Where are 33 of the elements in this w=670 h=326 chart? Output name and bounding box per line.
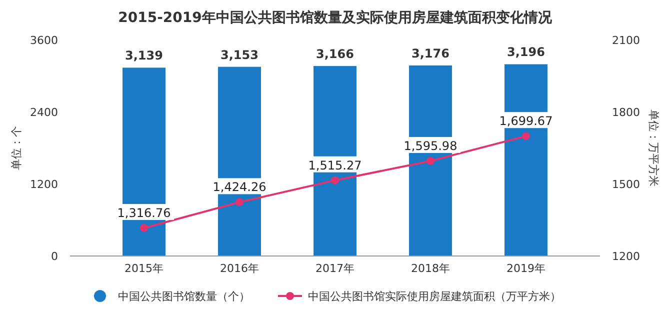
y2-tick-label: 1200 [612, 250, 640, 263]
point [331, 176, 339, 184]
point [522, 132, 530, 140]
legend-label: 中国公共图书馆数量（个） [118, 290, 250, 303]
data-label: 3,196 [507, 45, 545, 60]
data-label: 3,153 [220, 48, 258, 62]
y-axis-title: 单位：个 [10, 126, 23, 170]
y-tick-label: 2400 [30, 106, 58, 119]
y2-tick-label: 2100 [612, 34, 640, 47]
x-tick-label: 2016年 [220, 262, 260, 275]
data-label: 3,166 [316, 47, 354, 62]
y2-tick-label: 1800 [612, 106, 640, 119]
point [426, 156, 434, 165]
data-label: 1,316.76 [117, 206, 171, 220]
chart-title: 2015-2019年中国公共图书馆数量及实际使用房屋建筑面积变化情况 [118, 9, 553, 26]
y-tick-label: 1200 [30, 178, 58, 191]
x-tick-label: 2018年 [410, 262, 450, 275]
point [140, 224, 148, 232]
y-tick-label: 3600 [30, 34, 58, 47]
x-tick-label: 2015年 [124, 262, 164, 275]
point [236, 198, 244, 206]
y-tick-label: 0 [51, 250, 58, 263]
y2-axis-title: 单位：万平方米 [647, 110, 660, 186]
data-label: 1,515.27 [308, 158, 362, 172]
data-label: 1,595.98 [404, 138, 458, 153]
data-label: 3,139 [125, 48, 163, 63]
data-label: 3,176 [412, 46, 450, 60]
legend-label: 中国公共图书馆实际使用房屋建筑面积（万平方米） [308, 290, 561, 303]
y2-tick-label: 1500 [612, 178, 640, 191]
data-label: 1,424.26 [212, 180, 266, 194]
x-tick-label: 2017年 [316, 262, 354, 275]
data-label: 1,699.67 [499, 114, 553, 128]
x-tick-label: 2019年 [506, 262, 546, 275]
